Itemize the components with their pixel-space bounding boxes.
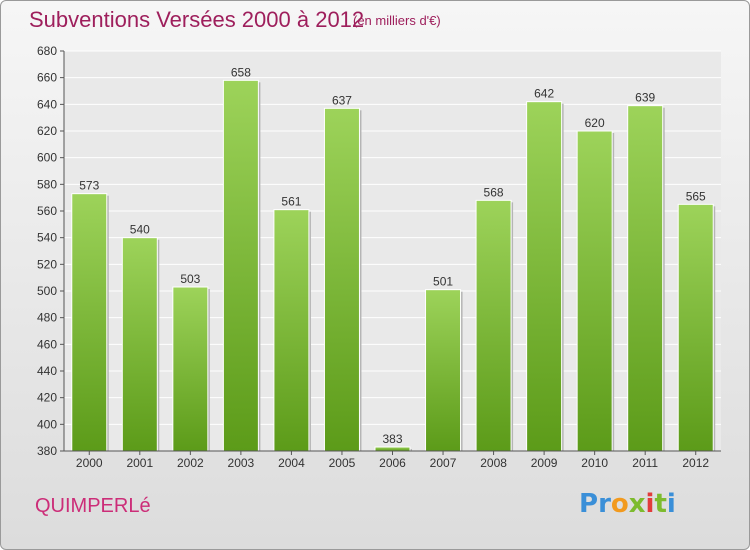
logo-letter: x [628, 489, 646, 519]
bar-value-label: 573 [79, 179, 99, 193]
commune-name: QUIMPERLé [35, 495, 151, 517]
bar-2011 [627, 105, 664, 452]
bar-2000 [71, 193, 108, 452]
grid-lines [64, 50, 721, 452]
bar-value-label: 637 [332, 93, 352, 107]
bar-2004 [273, 209, 310, 452]
y-tick-label: 420 [37, 391, 57, 405]
bar-2002 [172, 286, 209, 452]
proxiti-logo: Proxiti [579, 489, 676, 519]
y-tick-label: 460 [37, 337, 57, 351]
y-tick-label: 580 [37, 177, 57, 191]
bar-2005 [323, 107, 360, 452]
y-tick-label: 540 [37, 231, 57, 245]
y-tick-label: 680 [37, 44, 57, 58]
bar-2012 [677, 203, 714, 452]
x-tick-label: 2012 [682, 456, 709, 470]
y-tick-label: 500 [37, 284, 57, 298]
bar-value-label: 501 [433, 275, 453, 289]
bar-value-label: 561 [281, 195, 301, 209]
x-tick-label: 2003 [228, 456, 255, 470]
y-tick-label: 640 [37, 97, 57, 111]
plot-area [64, 51, 721, 451]
logo-letter: t [654, 489, 667, 519]
bar-chart: 573540503658561637383501568642620639565 … [37, 44, 721, 470]
bars: 573 540 503 658 561 637 383 501 568 642 620 639 565 [71, 65, 716, 452]
logo-letter: o [610, 489, 629, 519]
bar-value-label: 639 [635, 91, 655, 105]
x-tick-label: 2010 [581, 456, 608, 470]
bar-2003 [222, 79, 259, 452]
x-tick-label: 2000 [76, 456, 103, 470]
x-tick-label: 2008 [480, 456, 507, 470]
bar-value-label: 540 [130, 223, 150, 237]
bar-value-label: 503 [180, 272, 200, 286]
logo-letter: i [645, 489, 655, 519]
y-tick-label: 660 [37, 71, 57, 85]
y-tick-label: 400 [37, 417, 57, 431]
x-tick-label: 2006 [379, 456, 406, 470]
x-tick-label: 2007 [430, 456, 457, 470]
logo-letter: P [579, 489, 599, 519]
x-tick-label: 2001 [126, 456, 153, 470]
y-tick-label: 560 [37, 204, 57, 218]
x-tick-label: 2011 [632, 456, 658, 470]
logo-letter: i [666, 489, 676, 519]
y-tick-label: 440 [37, 364, 57, 378]
bar-value-label: 620 [585, 116, 605, 130]
bar-value-label: 642 [534, 87, 554, 101]
y-tick-label: 600 [37, 151, 57, 165]
logo-letter: r [598, 489, 611, 519]
y-tick-label: 480 [37, 311, 57, 325]
y-tick-label: 620 [37, 124, 57, 138]
x-tick-label: 2004 [278, 456, 305, 470]
x-tick-label: 2009 [531, 456, 558, 470]
bar-2001 [121, 237, 158, 452]
bar-value-label: 565 [686, 189, 706, 203]
bar-2007 [425, 289, 462, 452]
y-tick-label: 380 [37, 444, 57, 458]
chart-title: Subventions Versées 2000 à 2012 [29, 7, 365, 32]
bar-value-label: 383 [382, 432, 402, 446]
y-tick-label: 520 [37, 257, 57, 271]
x-tick-label: 2002 [177, 456, 204, 470]
bar-value-label: 658 [231, 65, 251, 79]
axes: 380 400 420 440 460 480 500 520 540 560 580 600 620 6… [37, 44, 721, 470]
bar-2008 [475, 199, 512, 452]
x-tick-label: 2005 [329, 456, 356, 470]
bar-2010 [576, 130, 613, 452]
bar-value-label: 568 [484, 185, 504, 199]
bar-2009 [526, 101, 563, 452]
bar-2006 [374, 446, 411, 452]
chart-unit: (en milliers d'€) [353, 13, 441, 28]
